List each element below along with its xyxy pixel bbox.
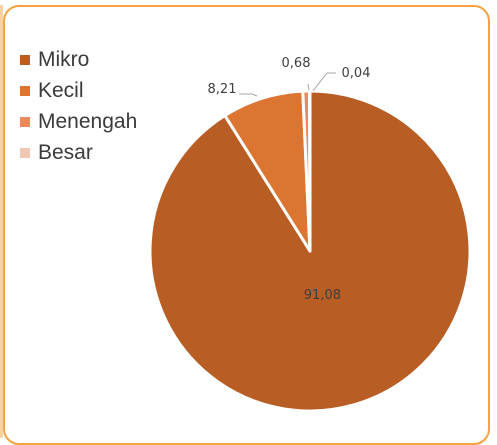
legend-item-mikro: Mikro (20, 44, 137, 75)
chart-frame: 91,08 8,21 0,68 0,04 Mikro Kecil Menengah B… (0, 0, 497, 433)
legend-swatch (20, 86, 30, 96)
chart-legend: Mikro Kecil Menengah Besar (20, 44, 137, 168)
legend-label: Mikro (38, 48, 89, 72)
pie-slices (150, 91, 470, 411)
legend-label: Besar (38, 141, 93, 165)
legend-label: Kecil (38, 79, 84, 103)
data-label-menengah: 0,68 (282, 56, 311, 71)
leader-line-besar (313, 73, 336, 91)
data-label-kecil: 8,21 (208, 82, 237, 97)
data-label-besar: 0,04 (342, 66, 371, 81)
legend-swatch (20, 117, 30, 127)
legend-swatch (20, 148, 30, 158)
legend-item-menengah: Menengah (20, 106, 137, 137)
legend-item-kecil: Kecil (20, 75, 137, 106)
leader-line-kecil (239, 94, 257, 96)
leader-line-menengah (308, 84, 309, 90)
legend-swatch (20, 55, 30, 65)
legend-item-besar: Besar (20, 137, 137, 168)
legend-label: Menengah (38, 110, 137, 134)
data-label-mikro: 91,08 (304, 288, 341, 303)
